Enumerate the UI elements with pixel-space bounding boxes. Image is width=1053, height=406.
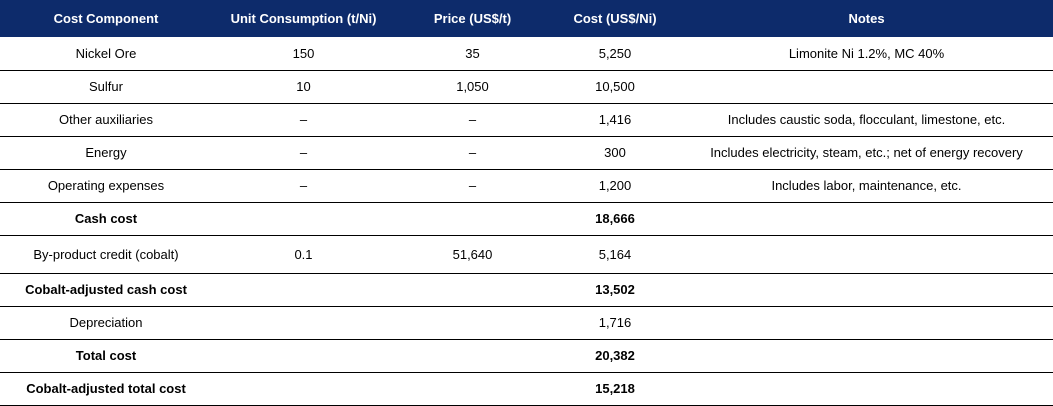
table-cell xyxy=(212,306,395,340)
table-cell: 150 xyxy=(212,37,395,71)
table-row: Cash cost 18,666 xyxy=(0,202,1053,236)
table-cell xyxy=(680,372,1053,406)
table-cell: 35 xyxy=(395,37,550,71)
table-cell: 18,666 xyxy=(550,202,680,236)
table-cell: Nickel Ore xyxy=(0,37,212,71)
table-cell: Limonite Ni 1.2%, MC 40% xyxy=(680,37,1053,71)
table-cell: 10 xyxy=(212,70,395,104)
table-cell xyxy=(680,235,1053,274)
table-row: Depreciation 1,716 xyxy=(0,306,1053,340)
table-cell: 20,382 xyxy=(550,339,680,373)
table-cell xyxy=(212,339,395,373)
table-cell: Cash cost xyxy=(0,202,212,236)
table-cell xyxy=(212,202,395,236)
table-cell xyxy=(395,273,550,307)
table-cell: 300 xyxy=(550,136,680,170)
table-cell: By-product credit (cobalt) xyxy=(0,235,212,274)
table-cell: Cobalt-adjusted total cost xyxy=(0,372,212,406)
table-cell: Operating expenses xyxy=(0,169,212,203)
table-cell: Includes electricity, steam, etc.; net o… xyxy=(680,136,1053,170)
table-cell: 51,640 xyxy=(395,235,550,274)
table-row: Cobalt-adjusted total cost 15,218 xyxy=(0,372,1053,406)
table-cell: 13,502 xyxy=(550,273,680,307)
table-cell: 10,500 xyxy=(550,70,680,104)
table-cell: Total cost xyxy=(0,339,212,373)
table-cell: Includes caustic soda, flocculant, limes… xyxy=(680,103,1053,137)
table-cell: – xyxy=(212,136,395,170)
table-cell xyxy=(395,372,550,406)
header-cell: Cost Component xyxy=(0,0,212,37)
table-row: Sulfur 10 1,050 10,500 xyxy=(0,70,1053,104)
table-cell: Other auxiliaries xyxy=(0,103,212,137)
table-cell: – xyxy=(395,103,550,137)
table-cell: 5,250 xyxy=(550,37,680,71)
table-cell xyxy=(212,372,395,406)
table-cell: Sulfur xyxy=(0,70,212,104)
table-cell xyxy=(395,202,550,236)
header-cell: Notes xyxy=(680,0,1053,37)
table-cell xyxy=(680,202,1053,236)
table-row: Total cost 20,382 xyxy=(0,339,1053,373)
table-cell: 1,200 xyxy=(550,169,680,203)
table-cell: – xyxy=(395,169,550,203)
table-cell: – xyxy=(395,136,550,170)
table-cell xyxy=(212,273,395,307)
header-cell: Cost (US$/Ni) xyxy=(550,0,680,37)
table-body: Nickel Ore 150 35 5,250 Limonite Ni 1.2%, MC… xyxy=(0,37,1053,406)
header-cell: Unit Consumption (t/Ni) xyxy=(212,0,395,37)
header-cell: Price (US$/t) xyxy=(395,0,550,37)
table-cell xyxy=(680,273,1053,307)
header-row: Cost Component Unit Consumption (t/Ni) Pri… xyxy=(0,0,1053,37)
table-row: By-product credit (cobalt) 0.1 51,640 5,164 xyxy=(0,235,1053,274)
table-cell: – xyxy=(212,103,395,137)
table-cell: Depreciation xyxy=(0,306,212,340)
table-cell xyxy=(680,70,1053,104)
table-row: Nickel Ore 150 35 5,250 Limonite Ni 1.2%, MC… xyxy=(0,37,1053,71)
table-row: Cobalt-adjusted cash cost 13,502 xyxy=(0,273,1053,307)
table-cell xyxy=(395,306,550,340)
table-cell: 1,716 xyxy=(550,306,680,340)
table-cell: Includes labor, maintenance, etc. xyxy=(680,169,1053,203)
table-cell: – xyxy=(212,169,395,203)
table-cell: 0.1 xyxy=(212,235,395,274)
table-cell: 15,218 xyxy=(550,372,680,406)
table-cell: 1,416 xyxy=(550,103,680,137)
table-cell xyxy=(680,306,1053,340)
table-cell: Energy xyxy=(0,136,212,170)
table-cell xyxy=(680,339,1053,373)
table-row: Operating expenses – –1,200 Includes labor,… xyxy=(0,169,1053,203)
table-cell: Cobalt-adjusted cash cost xyxy=(0,273,212,307)
table-row: Energy – –300 Includes electricity, steam, … xyxy=(0,136,1053,170)
table-cell xyxy=(395,339,550,373)
table-cell: 5,164 xyxy=(550,235,680,274)
table-row: Other auxiliaries – –1,416 Includes caustic… xyxy=(0,103,1053,137)
table-cell: 1,050 xyxy=(395,70,550,104)
